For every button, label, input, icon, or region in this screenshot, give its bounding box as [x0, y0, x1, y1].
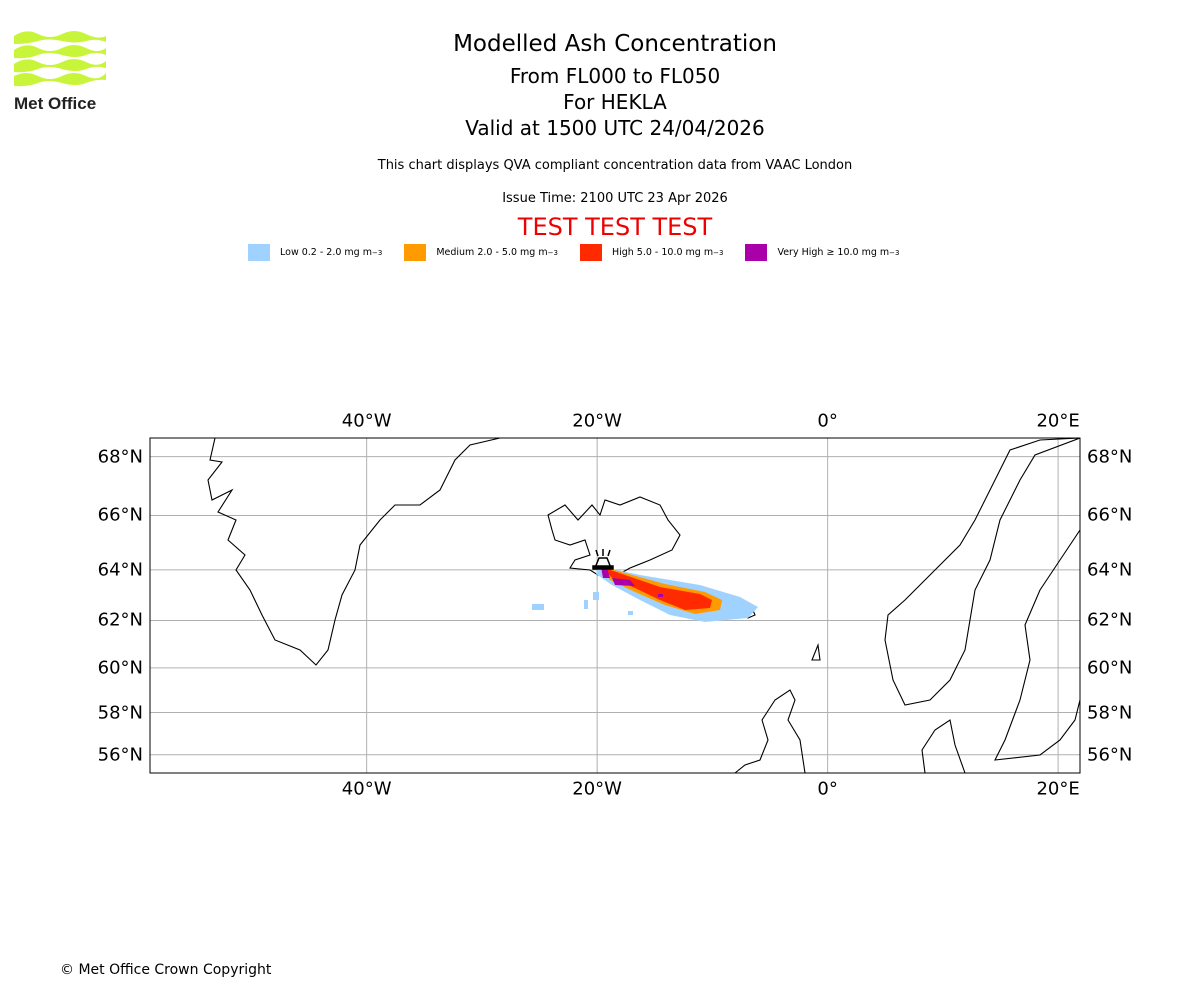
lat-tick-label-left: 62°N	[97, 609, 143, 631]
lat-tick-label-right: 66°N	[1087, 504, 1133, 526]
met-office-logo: Met Office	[14, 31, 106, 112]
lat-tick-label-right: 60°N	[1087, 657, 1133, 679]
lon-tick-label-bottom: 0°	[817, 778, 838, 800]
plume-very-high	[601, 567, 635, 586]
copyright: © Met Office Crown Copyright	[60, 962, 272, 978]
description: This chart displays QVA compliant concen…	[377, 158, 853, 173]
lat-tick-label-right: 62°N	[1087, 609, 1133, 631]
coast-denmark	[921, 719, 966, 773]
lat-tick-label-left: 58°N	[97, 702, 143, 724]
legend-unit-exponent: −3	[889, 248, 900, 257]
legend-item-very-high: Very High ≥ 10.0 mg m −3	[745, 244, 899, 261]
coastlines	[207, 438, 1080, 773]
coast-norway	[884, 438, 1080, 706]
lon-tick-label-bottom: 20°W	[572, 778, 622, 800]
lon-tick-label-top: 20°E	[1036, 410, 1080, 432]
volcano-icon	[592, 549, 614, 570]
coast-britain	[734, 689, 806, 773]
legend-unit-exponent: −3	[372, 248, 383, 257]
legend-swatch	[404, 244, 427, 261]
volcano-name: For HEKLA	[563, 90, 667, 114]
lat-tick-label-left: 66°N	[97, 504, 143, 526]
map-frame	[149, 437, 1081, 774]
coast-sweden-finland	[994, 529, 1080, 761]
legend-item-low: Low 0.2 - 2.0 mg m −3	[248, 244, 382, 261]
lat-tick-label-right: 64°N	[1087, 559, 1133, 581]
legend-swatch	[745, 244, 768, 261]
lon-tick-label-bottom: 40°W	[341, 778, 392, 800]
legend-item-high: High 5.0 - 10.0 mg m −3	[579, 244, 724, 261]
legend-label: Medium 2.0 - 5.0 mg m	[436, 247, 548, 258]
lat-tick-label-left: 60°N	[97, 657, 143, 679]
legend-label: Low 0.2 - 2.0 mg m	[280, 247, 372, 258]
chart-title: Modelled Ash Concentration	[453, 31, 777, 57]
lon-tick-label-bottom: 20°E	[1036, 778, 1080, 800]
legend-label: High 5.0 - 10.0 mg m	[611, 247, 714, 258]
graticule	[150, 438, 1080, 773]
valid-time: Valid at 1500 UTC 24/04/2026	[465, 116, 765, 140]
lon-tick-label-top: 0°	[817, 410, 838, 432]
lat-tick-label-right: 68°N	[1087, 446, 1133, 468]
lat-tick-label-right: 56°N	[1087, 744, 1133, 766]
plume-high	[602, 567, 712, 610]
flight-levels: From FL000 to FL050	[509, 64, 721, 88]
lat-tick-label-right: 58°N	[1087, 702, 1133, 724]
legend-unit-exponent: −3	[547, 248, 558, 257]
legend-swatch	[248, 244, 270, 261]
lat-tick-label-left: 64°N	[97, 559, 143, 581]
coast-greenland	[207, 438, 501, 666]
legend-unit-exponent: −3	[713, 248, 724, 257]
lon-tick-label-top: 20°W	[572, 410, 622, 432]
legend-item-medium: Medium 2.0 - 5.0 mg m −3	[404, 244, 558, 261]
legend-swatch	[579, 244, 602, 261]
lon-tick-label-top: 40°W	[341, 410, 392, 432]
coast-iceland	[547, 496, 681, 579]
ash-plume	[532, 566, 758, 622]
test-banner: TEST TEST TEST	[517, 213, 713, 241]
legend: Low 0.2 - 2.0 mg m −3 Medium 2.0 - 5.0 mg…	[248, 244, 921, 261]
lat-tick-label-left: 56°N	[97, 744, 143, 766]
legend-label: Very High ≥ 10.0 mg m	[777, 247, 890, 258]
issue-time: Issue Time: 2100 UTC 23 Apr 2026	[502, 191, 728, 206]
coast-shetland	[811, 642, 821, 661]
svg-text:Met Office: Met Office	[14, 94, 96, 112]
lat-tick-label-left: 68°N	[97, 446, 143, 468]
